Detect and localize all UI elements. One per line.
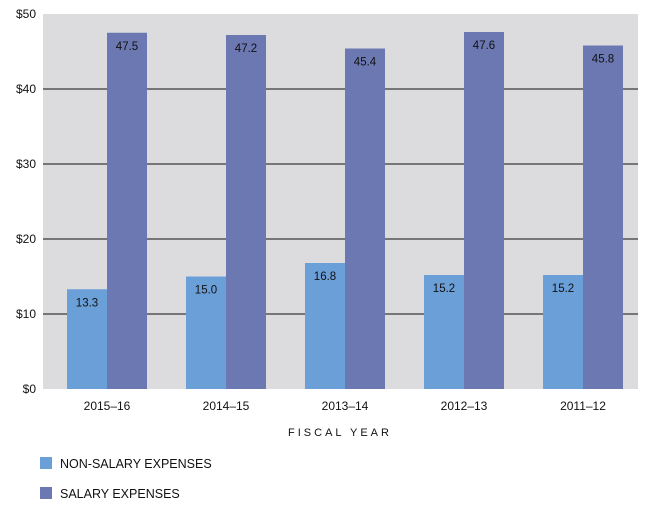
x-tick-label: 2012–13 [441, 399, 488, 413]
y-tick-label: $50 [16, 7, 36, 21]
y-tick-label: $10 [16, 307, 36, 321]
legend-swatch-non-salary [40, 457, 52, 469]
data-label: 47.2 [235, 43, 257, 55]
data-label: 47.5 [116, 41, 138, 53]
y-tick-label: $20 [16, 232, 36, 246]
bar [424, 275, 464, 389]
bars [67, 32, 623, 389]
bar [543, 275, 583, 389]
bar [305, 263, 345, 389]
bar [67, 289, 107, 389]
x-tick-label: 2011–12 [560, 399, 606, 413]
x-axis-ticks: 2015–16 2014–15 2013–14 2012–13 2011–12 [84, 399, 607, 413]
legend-swatch-salary [40, 487, 52, 499]
y-tick-label: $0 [23, 382, 37, 396]
y-tick-label: $30 [16, 157, 36, 171]
legend-label-salary: SALARY EXPENSES [60, 487, 180, 501]
x-axis-title: FISCAL YEAR [288, 427, 392, 439]
legend: NON-SALARY EXPENSES SALARY EXPENSES [40, 457, 212, 501]
data-label: 15.0 [195, 285, 217, 297]
bar [345, 48, 385, 389]
x-tick-label: 2013–14 [322, 399, 369, 413]
data-label: 16.8 [314, 271, 336, 283]
legend-label-non-salary: NON-SALARY EXPENSES [60, 457, 212, 471]
y-tick-label: $40 [16, 82, 36, 96]
y-axis-ticks: $0 $10 $20 $30 $40 $50 [16, 7, 36, 396]
bar [464, 32, 504, 389]
data-label: 15.2 [552, 283, 574, 295]
bar [186, 276, 226, 389]
bar [583, 45, 623, 389]
bar [107, 32, 147, 389]
x-tick-label: 2014–15 [203, 399, 250, 413]
data-label: 15.2 [433, 283, 455, 295]
x-tick-label: 2015–16 [84, 399, 131, 413]
data-labels: 13.3 47.5 15.0 47.2 16.8 45.4 15.2 47.6 15.2 45.8 [76, 40, 614, 309]
data-label: 45.8 [592, 54, 614, 66]
data-label: 47.6 [473, 40, 495, 52]
data-label: 45.4 [354, 57, 377, 69]
bar [226, 35, 266, 389]
data-label: 13.3 [76, 297, 98, 309]
